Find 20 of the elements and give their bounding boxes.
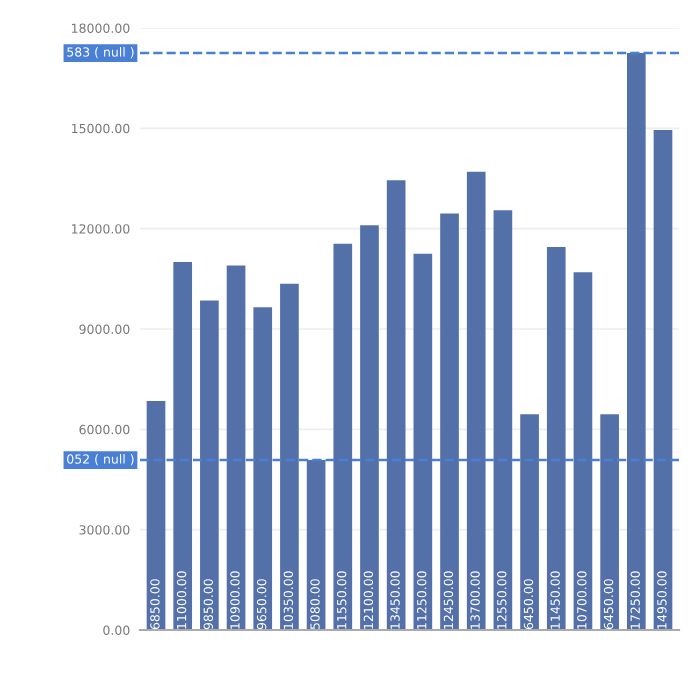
bar [306, 460, 326, 630]
bar [146, 400, 166, 630]
bar [626, 53, 646, 630]
bar [600, 414, 619, 630]
bar [173, 262, 193, 630]
bar [493, 210, 513, 630]
bar [360, 225, 379, 630]
bar [653, 130, 673, 630]
bar [546, 247, 566, 630]
bar [200, 300, 219, 630]
bar [253, 307, 273, 630]
bar [333, 243, 353, 630]
bar [573, 272, 593, 630]
bar [466, 171, 486, 630]
bar [520, 414, 539, 630]
bar [280, 283, 299, 630]
bar [413, 253, 433, 630]
bar [440, 213, 459, 630]
bar [226, 265, 246, 630]
bar [386, 180, 406, 630]
